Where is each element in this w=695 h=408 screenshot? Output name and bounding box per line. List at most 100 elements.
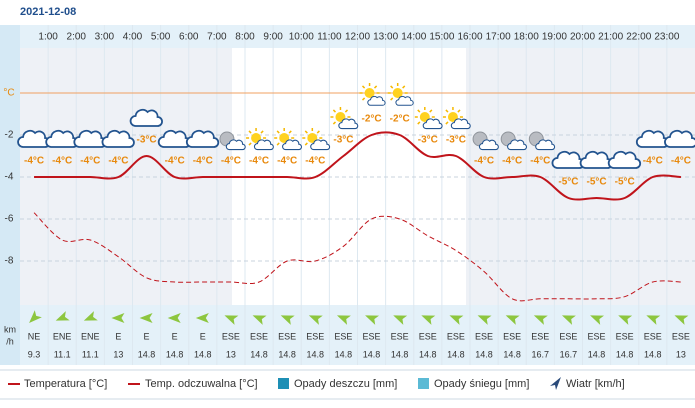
value-label: -5°C xyxy=(558,177,578,188)
value-label: -4°C xyxy=(643,156,663,167)
wind-arrow-shape xyxy=(224,315,239,325)
wind-speed: 14.8 xyxy=(447,349,465,359)
value-label: -4°C xyxy=(671,156,691,167)
sun-ray xyxy=(248,130,252,134)
wind-direction: ENE xyxy=(53,331,72,341)
sun-ray xyxy=(332,121,337,125)
wind-speed: 14.8 xyxy=(307,349,325,359)
wind-arrow xyxy=(167,313,181,323)
hour-label: 18:00 xyxy=(514,32,539,43)
y-tick-label: °C xyxy=(3,88,14,99)
wind-arrow-shape xyxy=(477,315,492,325)
wind-direction: ESE xyxy=(334,331,352,341)
value-label: -4°C xyxy=(305,156,325,167)
cloud-icon xyxy=(310,139,331,151)
value-label: -4°C xyxy=(108,156,128,167)
series-line xyxy=(34,131,681,201)
wind-arrow xyxy=(533,315,548,325)
wind-speed: 14.8 xyxy=(503,349,521,359)
wind-arrow-shape xyxy=(421,315,436,325)
wind-speed: 14.8 xyxy=(250,349,268,359)
cloud-icon xyxy=(664,129,695,148)
wind-arrow xyxy=(477,315,492,325)
wind-arrow xyxy=(111,313,125,323)
cloud-icon xyxy=(101,129,135,148)
wind-arrow xyxy=(280,315,295,325)
hour-label: 3:00 xyxy=(95,32,115,43)
wind-speed: 13 xyxy=(226,349,236,359)
wind-speed: 11.1 xyxy=(54,349,71,359)
cloud-icon xyxy=(367,95,386,106)
sun-ray xyxy=(402,85,406,89)
wind-direction: ESE xyxy=(503,331,521,341)
value-label: -4°C xyxy=(502,156,522,167)
wind-arrow-shape xyxy=(505,315,520,325)
wind-arrow-shape xyxy=(111,313,125,323)
hour-label: 19:00 xyxy=(542,32,567,43)
wind-direction: E xyxy=(172,331,178,341)
sun-ray xyxy=(276,142,280,146)
y-tick-label: -8 xyxy=(5,256,14,267)
legend-swatch xyxy=(278,378,289,389)
wind-unit: km xyxy=(4,324,16,334)
wind-arrow-shape xyxy=(533,315,548,325)
wind-speed: 14.8 xyxy=(475,349,493,359)
wind-arrow xyxy=(224,315,239,325)
cloud-shape xyxy=(607,150,642,169)
wind-arrow xyxy=(83,311,98,321)
hour-label: 9:00 xyxy=(263,32,283,43)
y-tick-label: -4 xyxy=(5,172,14,183)
wind-arrow-shape xyxy=(280,315,295,325)
cloud-icon xyxy=(422,118,443,130)
legend-label: Opady śniegu [mm] xyxy=(434,378,529,390)
cloud-icon xyxy=(450,118,471,130)
wind-speed: 14.8 xyxy=(363,349,381,359)
cloud-icon xyxy=(282,139,302,151)
sun-ray xyxy=(390,85,394,89)
wind-direction: ESE xyxy=(559,331,577,341)
hour-label: 15:00 xyxy=(429,32,454,43)
wind-direction: ESE xyxy=(588,331,606,341)
sun-ray xyxy=(445,109,449,113)
sun-ray xyxy=(429,109,433,113)
wind-speed: 13 xyxy=(113,349,123,359)
legend-swatch xyxy=(418,378,429,389)
wind-direction: ENE xyxy=(81,331,100,341)
wind-direction: ESE xyxy=(278,331,296,341)
wind-direction: ESE xyxy=(475,331,493,341)
value-label: -5°C xyxy=(587,177,607,188)
value-label: -3°C xyxy=(418,135,438,146)
y-tick-label: -6 xyxy=(5,214,14,225)
wind-direction: E xyxy=(144,331,150,341)
cloud-icon xyxy=(225,139,246,151)
value-label: -4°C xyxy=(193,156,213,167)
wind-arrow-shape xyxy=(83,311,98,321)
cloud-shape xyxy=(185,129,220,148)
wind-arrow-shape xyxy=(139,313,153,323)
value-label: -4°C xyxy=(474,156,494,167)
hour-label: 21:00 xyxy=(598,32,623,43)
wind-arrow-shape xyxy=(674,315,689,325)
wind-speed: 16.7 xyxy=(532,349,550,359)
wind-speed: 16.7 xyxy=(560,349,578,359)
hour-label: 1:00 xyxy=(38,32,58,43)
wind-arrow-shape xyxy=(252,315,267,325)
value-label: -4°C xyxy=(80,156,100,167)
cloud-shape xyxy=(535,139,556,151)
legend-label: Wiatr [km/h] xyxy=(566,378,625,390)
hour-label: 11:00 xyxy=(317,32,342,43)
wind-speed: 13 xyxy=(676,349,686,359)
hour-label: 6:00 xyxy=(179,32,199,43)
sun-ray xyxy=(288,130,292,134)
sun-ray xyxy=(332,109,337,113)
cloud-shape xyxy=(478,139,499,151)
wind-arrow xyxy=(505,315,520,325)
wind-arrow-shape xyxy=(646,315,661,325)
cloud-shape xyxy=(310,139,331,151)
wind-direction: ESE xyxy=(391,331,409,341)
value-label: -4°C xyxy=(249,156,269,167)
cloud-shape xyxy=(395,95,414,106)
hour-label: 4:00 xyxy=(123,32,143,43)
sun-disc xyxy=(364,88,375,98)
